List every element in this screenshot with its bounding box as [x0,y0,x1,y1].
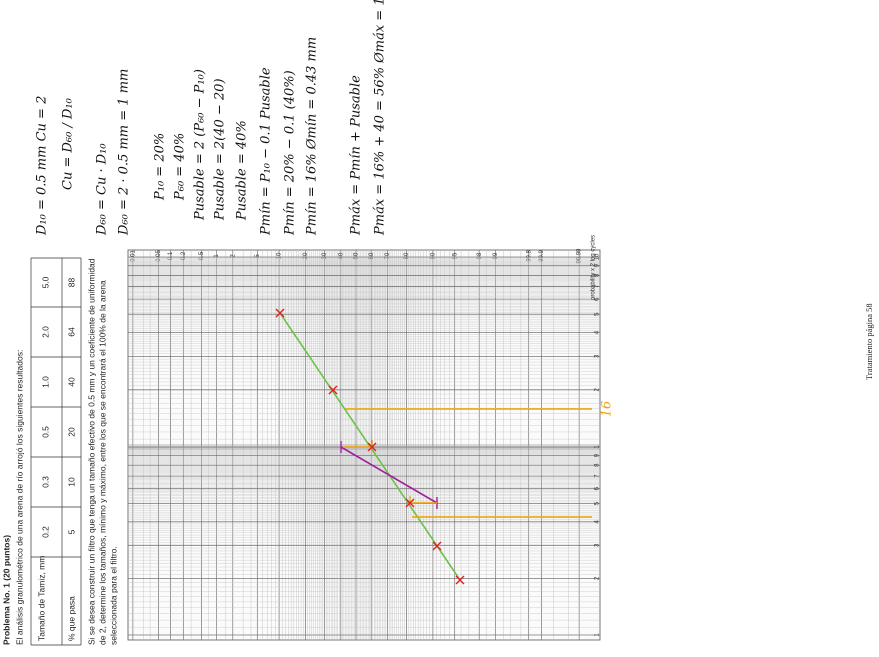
log-label: 7 [595,474,601,478]
table-cell: 0.5 [40,426,50,438]
probability-label: 0.5 [199,251,205,260]
probability-label: 80 [404,252,410,259]
log-label: 4 [595,519,601,523]
plot-point [367,442,377,452]
handwritten-note: Cu = D₆₀ / D₁₀ [61,97,76,190]
handwritten-note: Pmín = 16% Ømín = 0.43 mm [305,37,320,236]
probability-label: 99.9 [539,250,545,262]
question-line: Si se desea construir un filtro que teng… [86,258,96,645]
log-label: 9 [595,453,601,457]
log-label: 6 [595,297,601,301]
probability-label: 0.2 [181,251,187,260]
probability-label: 5 [255,254,261,258]
handwritten-note: Pmín = P₁₀ − 0.1 Pusable [259,67,274,236]
log-label: 1 [595,633,601,637]
table-header: % que pasa [66,596,76,641]
handwritten-note: P₆₀ = 40% [173,133,188,201]
handwritten-note: Pusable = 40% [235,120,250,221]
log-label: 1 [595,445,601,449]
probability-label: 10 [277,252,283,259]
log-label: 5 [595,501,601,505]
probability-label: 40 [338,252,344,259]
problem-intro: El análisis granulométrico de una arena … [14,350,24,645]
plot-point [405,498,415,508]
probability-label: 99.99 [577,248,583,264]
log-label: 7 [595,284,601,288]
question-line: seleccionada para el filtro. [108,546,118,645]
orange-annotation: 16 [600,401,615,418]
plot-point [432,541,442,551]
handwritten-note: Pusable = 2(40 − 20) [213,78,228,221]
log-label: 2 [595,387,601,391]
table-cell: 10 [66,477,76,487]
table-cell: 0.2 [40,526,50,538]
log-label: 10 [595,253,601,260]
handwritten-note: P₁₀ = 20% [153,133,168,201]
usable-line [340,446,438,504]
handwritten-note: D₆₀ = Cu · D₁₀ [95,143,110,236]
log-label: 3 [595,354,601,358]
probability-label: 98 [477,252,483,259]
probability-label: 0.01 [130,250,136,262]
probability-label: 30 [322,252,328,259]
probability-label: 99.8 [526,250,532,262]
table-cell: 20 [66,427,76,437]
handwritten-note: Pusable = 2 (P₆₀ − P₁₀) [193,69,208,221]
handwritten-note: D₆₀ = 2 · 0.5 mm = 1 mm [117,69,132,236]
probability-label: 2 [230,254,236,258]
handwritten-note: Pmáx = 16% + 40 = 56% Ømáx = 16 mm [373,0,388,236]
table-cell: 40 [66,377,76,387]
handwritten-note: D₁₀ = 0.5 mm Cu = 2 [35,96,50,236]
probability-label: 60 [369,252,375,259]
table-cell: 5.0 [40,276,50,288]
probability-label: 99 [493,252,499,259]
plot-point [328,385,338,395]
probability-label: 90 [430,252,436,259]
table-cell: 5 [66,529,76,534]
log-label: 8 [595,273,601,277]
probability-label: 70 [385,252,391,259]
graph-caption: probability x 2 log cycles [591,235,597,300]
table-header: Tamaño de Tamiz, mm [36,556,46,641]
table-cell: 1.0 [40,376,50,388]
log-label: 4 [595,330,601,334]
probability-label: 50 [354,252,360,259]
probability-label: 1 [214,254,220,258]
graph-frame [127,249,601,641]
probability-label: 0.1 [168,251,174,260]
log-label: 8 [595,463,601,467]
handwritten-note: Pmín = 20% − 0.1 (40%) [283,70,298,236]
probability-label: 0.05 [156,250,162,262]
log-label: 2 [595,576,601,580]
handwritten-note: Pmáx = Pmín + Pusable [349,75,364,236]
problem-title: Problema No. 1 (20 puntos) [1,535,11,645]
log-label: 5 [595,312,601,316]
log-label: 6 [595,486,601,490]
probability-label: 20 [303,252,309,259]
probability-label: 95 [452,252,458,259]
plot-point [275,308,285,318]
log-label: 3 [595,543,601,547]
page-footer: Tratamiento página 58 [864,303,874,380]
table-cell: 64 [66,327,76,337]
table-cell: 88 [66,278,76,288]
table-cell: 2.0 [40,326,50,338]
table-cell: 0.3 [40,476,50,488]
plot-point [455,575,465,585]
question-line: de 2, determine los tamaños, mínimo y má… [97,280,107,645]
log-label: 9 [595,263,601,267]
